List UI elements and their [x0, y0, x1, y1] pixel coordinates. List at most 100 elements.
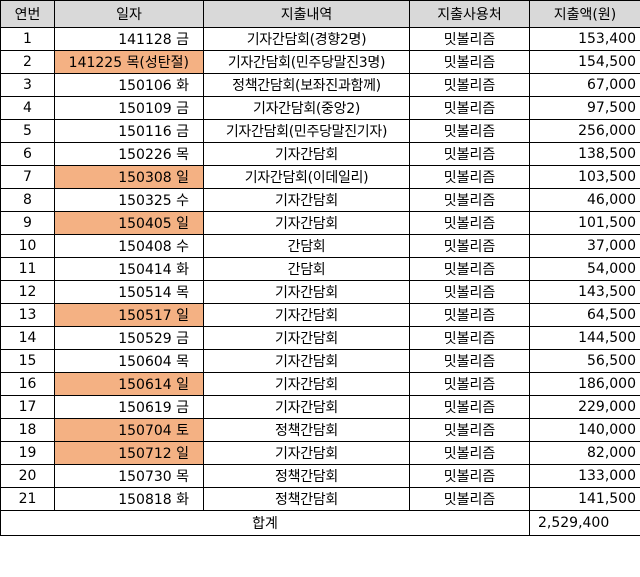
table-row: 15 150604 목 기자간담회 밋볼리즘 56,500: [0, 349, 640, 373]
table-row: 20 150730 목 정책간담회 밋볼리즘 133,000: [0, 464, 640, 488]
row-date: 150818 화: [54, 487, 204, 511]
row-description: 기자간담회: [203, 372, 410, 396]
row-number: 11: [0, 257, 55, 281]
table-row: 7 150308 일 기자간담회(이데일리) 밋볼리즘 103,500: [0, 165, 640, 189]
row-date: 150106 화: [54, 73, 204, 97]
row-amount: 103,500: [529, 165, 640, 189]
row-date: 150529 금: [54, 326, 204, 350]
row-description: 간담회: [203, 234, 410, 258]
row-place: 밋볼리즘: [409, 349, 530, 373]
table-row: 13 150517 일 기자간담회 밋볼리즘 64,500: [0, 303, 640, 327]
row-number: 12: [0, 280, 55, 304]
total-amount: 2,529,400: [529, 510, 640, 536]
row-amount: 54,000: [529, 257, 640, 281]
row-number: 6: [0, 142, 55, 166]
row-description: 기자간담회: [203, 303, 410, 327]
row-amount: 140,000: [529, 418, 640, 442]
row-description: 기자간담회: [203, 280, 410, 304]
table-row: 10 150408 수 간담회 밋볼리즘 37,000: [0, 234, 640, 258]
row-amount: 141,500: [529, 487, 640, 511]
row-date: 150704 토: [54, 418, 204, 442]
row-amount: 256,000: [529, 119, 640, 143]
row-place: 밋볼리즘: [409, 188, 530, 212]
row-number: 3: [0, 73, 55, 97]
row-amount: 229,000: [529, 395, 640, 419]
row-description: 기자간담회: [203, 349, 410, 373]
row-place: 밋볼리즘: [409, 165, 530, 189]
row-description: 정책간담회: [203, 464, 410, 488]
header-place: 지출사용처: [409, 0, 530, 28]
row-date: 150408 수: [54, 234, 204, 258]
total-row: 합계 2,529,400: [0, 510, 640, 536]
row-description: 기자간담회(경향2명): [203, 27, 410, 51]
row-amount: 37,000: [529, 234, 640, 258]
row-description: 기자간담회: [203, 326, 410, 350]
total-label: 합계: [0, 510, 530, 536]
table-row: 6 150226 목 기자간담회 밋볼리즘 138,500: [0, 142, 640, 166]
row-date: 150414 화: [54, 257, 204, 281]
row-place: 밋볼리즘: [409, 50, 530, 74]
table-row: 12 150514 목 기자간담회 밋볼리즘 143,500: [0, 280, 640, 304]
row-place: 밋볼리즘: [409, 418, 530, 442]
row-place: 밋볼리즘: [409, 487, 530, 511]
row-amount: 101,500: [529, 211, 640, 235]
table-body: 1 141128 금 기자간담회(경향2명) 밋볼리즘 153,400 2 141225 목…: [0, 27, 640, 511]
row-amount: 143,500: [529, 280, 640, 304]
row-amount: 64,500: [529, 303, 640, 327]
table-row: 5 150116 금 기자간담회(민주당말진기자) 밋볼리즘 256,000: [0, 119, 640, 143]
row-description: 기자간담회: [203, 211, 410, 235]
row-date: 150405 일: [54, 211, 204, 235]
row-description: 기자간담회(민주당말진3명): [203, 50, 410, 74]
table-row: 17 150619 금 기자간담회 밋볼리즘 229,000: [0, 395, 640, 419]
row-date: 150517 일: [54, 303, 204, 327]
row-amount: 138,500: [529, 142, 640, 166]
row-number: 18: [0, 418, 55, 442]
row-number: 15: [0, 349, 55, 373]
table-header: 연번 일자 지출내역 지출사용처 지출액(원): [0, 0, 640, 28]
table-row: 16 150614 일 기자간담회 밋볼리즘 186,000: [0, 372, 640, 396]
table-row: 1 141128 금 기자간담회(경향2명) 밋볼리즘 153,400: [0, 27, 640, 51]
row-description: 기자간담회: [203, 395, 410, 419]
row-place: 밋볼리즘: [409, 27, 530, 51]
row-date: 141128 금: [54, 27, 204, 51]
row-place: 밋볼리즘: [409, 257, 530, 281]
row-amount: 67,000: [529, 73, 640, 97]
row-description: 기자간담회(민주당말진기자): [203, 119, 410, 143]
table-row: 19 150712 일 기자간담회 밋볼리즘 82,000: [0, 441, 640, 465]
table-footer: 합계 2,529,400: [0, 510, 640, 536]
row-place: 밋볼리즘: [409, 464, 530, 488]
row-number: 10: [0, 234, 55, 258]
header-amount: 지출액(원): [529, 0, 640, 28]
header-no: 연번: [0, 0, 55, 28]
table-row: 4 150109 금 기자간담회(중앙2) 밋볼리즘 97,500: [0, 96, 640, 120]
table-row: 21 150818 화 정책간담회 밋볼리즘 141,500: [0, 487, 640, 511]
row-date: 150604 목: [54, 349, 204, 373]
row-number: 5: [0, 119, 55, 143]
row-amount: 154,500: [529, 50, 640, 74]
row-amount: 56,500: [529, 349, 640, 373]
row-number: 8: [0, 188, 55, 212]
row-description: 정책간담회(보좌진과함께): [203, 73, 410, 97]
row-date: 150514 목: [54, 280, 204, 304]
row-description: 기자간담회(이데일리): [203, 165, 410, 189]
row-date: 150325 수: [54, 188, 204, 212]
row-number: 13: [0, 303, 55, 327]
row-description: 정책간담회: [203, 418, 410, 442]
row-description: 기자간담회: [203, 188, 410, 212]
row-place: 밋볼리즘: [409, 211, 530, 235]
table-row: 14 150529 금 기자간담회 밋볼리즘 144,500: [0, 326, 640, 350]
row-number: 14: [0, 326, 55, 350]
row-place: 밋볼리즘: [409, 441, 530, 465]
header-description: 지출내역: [203, 0, 410, 28]
row-amount: 133,000: [529, 464, 640, 488]
row-amount: 46,000: [529, 188, 640, 212]
row-amount: 186,000: [529, 372, 640, 396]
row-date: 150614 일: [54, 372, 204, 396]
row-description: 간담회: [203, 257, 410, 281]
row-date: 150226 목: [54, 142, 204, 166]
row-number: 17: [0, 395, 55, 419]
table-row: 2 141225 목(성탄절) 기자간담회(민주당말진3명) 밋볼리즘 154,500: [0, 50, 640, 74]
row-description: 기자간담회(중앙2): [203, 96, 410, 120]
row-place: 밋볼리즘: [409, 119, 530, 143]
row-number: 19: [0, 441, 55, 465]
